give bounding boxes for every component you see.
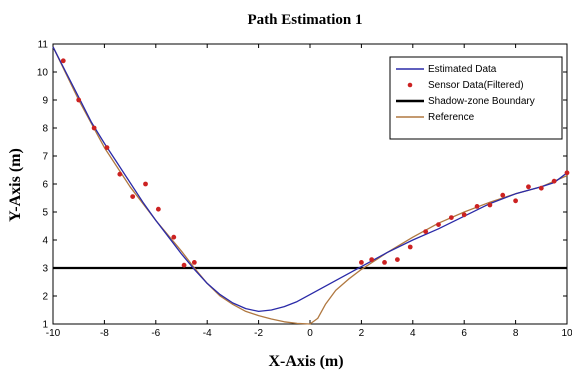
sensor-point: [423, 229, 429, 235]
sensor-point: [474, 204, 480, 209]
sensor-point: [526, 184, 531, 190]
sensor-point: [500, 192, 506, 198]
reference-line: [52, 46, 568, 325]
sensor-point: [143, 181, 148, 187]
legend-swatch-sensor: [407, 82, 413, 88]
sensor-point: [91, 125, 97, 131]
sensor-point: [448, 215, 454, 221]
sensor-point: [394, 257, 400, 262]
sensor-point: [181, 262, 187, 268]
legend-box: [389, 56, 563, 140]
y-tick-label: 1: [42, 320, 48, 331]
x-tick-label: 6: [461, 328, 467, 339]
sensor-point: [191, 260, 197, 265]
x-tick-label: -10: [46, 328, 61, 339]
sensor-point: [155, 206, 161, 212]
y-tick-label: 3: [42, 264, 48, 275]
sensor-point: [461, 212, 467, 218]
sensor-point: [369, 257, 375, 262]
x-tick-label: 0: [307, 328, 313, 339]
sensor-point: [407, 244, 413, 250]
x-tick-label: -2: [254, 328, 263, 339]
y-tick-label: 5: [42, 208, 48, 219]
sensor-point: [436, 222, 441, 228]
y-tick-label: 7: [42, 152, 48, 163]
legend-label-estimated: Estimated Data: [428, 64, 497, 75]
y-tick-label: 4: [42, 236, 48, 247]
sensor-point: [130, 194, 136, 200]
y-tick-label: 6: [42, 180, 48, 191]
x-tick-label: 4: [410, 328, 416, 339]
sensor-point: [76, 97, 82, 103]
x-tick-label: 10: [561, 328, 572, 339]
sensor-point: [564, 170, 570, 176]
estimated-data-line: [52, 46, 568, 313]
y-tick-label: 11: [38, 40, 49, 51]
legend-label-reference: Reference: [428, 112, 475, 123]
sensor-point: [117, 171, 123, 177]
legend-label-boundary: Shadow-zone Boundary: [428, 96, 535, 107]
series-layer: [52, 46, 570, 325]
x-tick-label: -8: [100, 328, 109, 339]
y-tick-label: 8: [42, 124, 48, 135]
y-tick-label: 9: [42, 96, 48, 107]
sensor-point: [359, 260, 364, 265]
sensor-point: [171, 234, 177, 240]
sensor-point: [513, 198, 518, 204]
x-tick-label: 2: [359, 328, 365, 339]
sensor-point: [104, 145, 110, 151]
legend-label-sensor: Sensor Data(Filtered): [428, 80, 524, 91]
legend: Estimated Data Sensor Data(Filtered) Sha…: [389, 56, 563, 140]
sensor-point: [60, 58, 66, 64]
x-axis-label: X-Axis (m): [268, 353, 343, 370]
x-tick-label: -4: [203, 328, 212, 339]
chart-title: Path Estimation 1: [247, 12, 362, 28]
sensor-point: [551, 178, 557, 184]
y-axis-label: Y-Axis (m): [7, 148, 24, 222]
sensor-point: [382, 260, 387, 265]
sensor-point: [487, 202, 493, 208]
y-tick-label: 10: [37, 68, 49, 79]
x-tick-label: -6: [151, 328, 160, 339]
sensor-point: [538, 185, 544, 191]
x-tick-label: 8: [513, 328, 519, 339]
y-tick-label: 2: [42, 292, 48, 303]
